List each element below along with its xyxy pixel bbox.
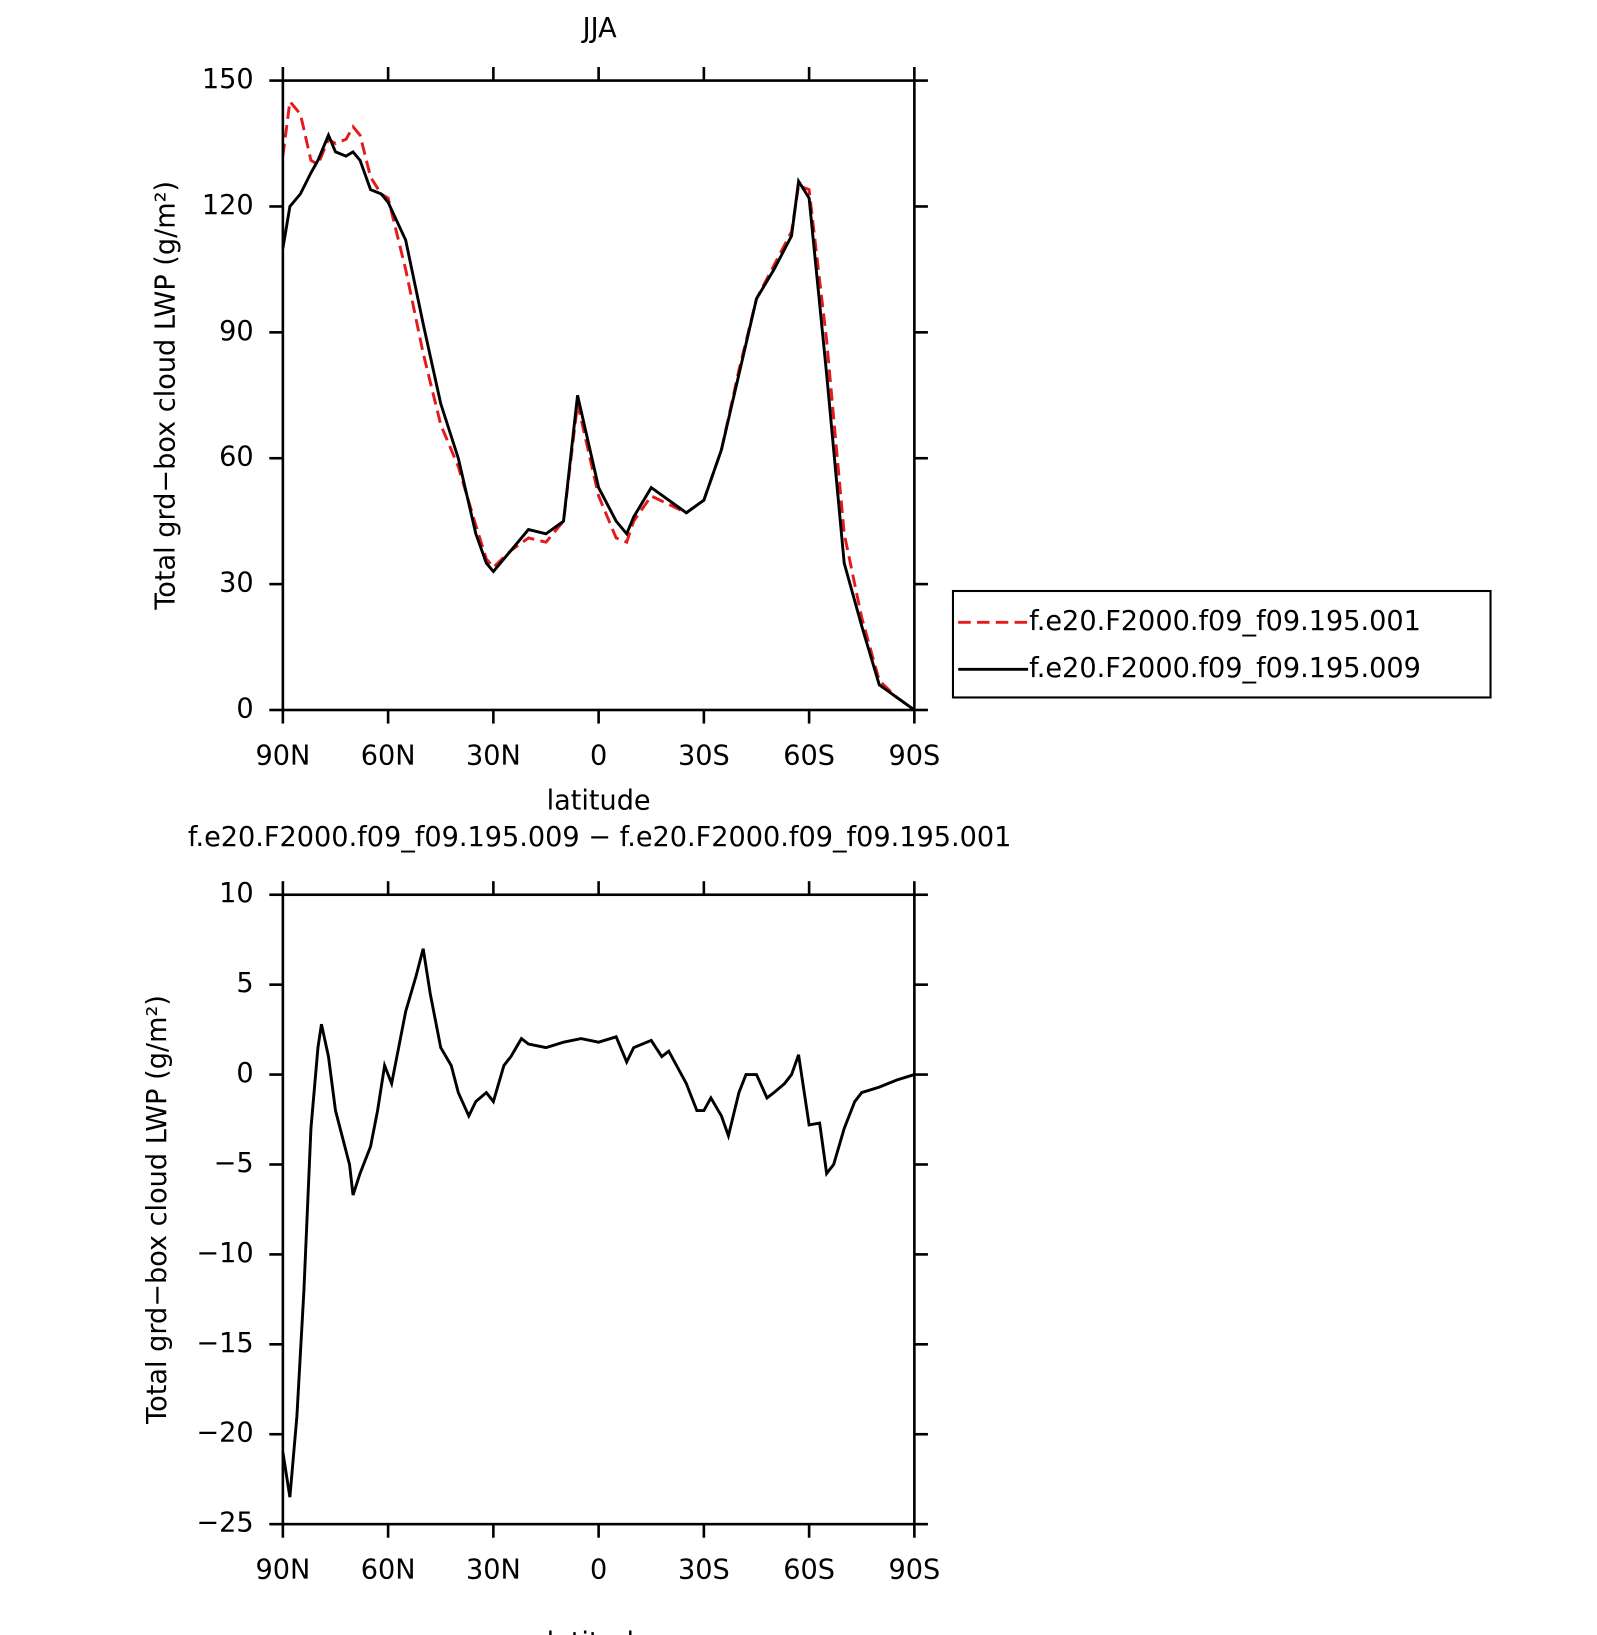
y-tick-label: −10 [196, 1238, 253, 1269]
x-tick-label: 30N [466, 740, 521, 771]
y-tick-label: 0 [236, 693, 253, 724]
y-tick-label: 60 [219, 442, 254, 473]
y-tick-label: 150 [202, 64, 254, 95]
y-tick-label: −20 [196, 1418, 253, 1449]
y-tick-label: 5 [236, 968, 253, 999]
x-axis-label: latitude [547, 785, 651, 816]
x-tick-label: 90S [888, 740, 940, 771]
y-tick-label: −15 [196, 1328, 253, 1359]
x-tick-label: 0 [590, 740, 607, 771]
x-tick-label: 60S [783, 740, 835, 771]
x-tick-label: 90S [888, 1555, 940, 1586]
legend-label: f.e20.F2000.f09_f09.195.009 [1029, 653, 1421, 684]
x-tick-label: 30N [466, 1555, 521, 1586]
x-tick-label: 30S [678, 1555, 730, 1586]
y-tick-label: −5 [214, 1148, 254, 1179]
x-tick-label: 60N [361, 740, 416, 771]
y-tick-label: 120 [202, 190, 254, 221]
y-axis-label: Total grd−box cloud LWP (g/m²) [151, 181, 182, 611]
x-axis-label: latitude [547, 1628, 651, 1635]
plot-frame [281, 79, 916, 712]
x-tick-label: 60N [361, 1555, 416, 1586]
y-tick-label: 90 [219, 316, 254, 347]
x-tick-label: 30S [678, 740, 730, 771]
x-tick-label: 0 [590, 1555, 607, 1586]
legend-label: f.e20.F2000.f09_f09.195.001 [1029, 606, 1421, 637]
x-tick-label: 90N [255, 740, 310, 771]
series-line [281, 948, 915, 1498]
y-tick-label: −25 [196, 1508, 253, 1539]
chart-title: f.e20.F2000.f09_f09.195.009 − f.e20.F200… [188, 822, 1012, 853]
y-tick-label: 0 [236, 1058, 253, 1089]
series-line [281, 131, 916, 712]
chart-title: JJA [581, 13, 618, 44]
legend-box [951, 589, 1492, 699]
y-tick-label: 10 [219, 878, 254, 909]
x-tick-label: 90N [255, 1555, 310, 1586]
plot-frame [281, 893, 916, 1526]
x-tick-label: 60S [783, 1555, 835, 1586]
y-tick-label: 30 [219, 568, 254, 599]
y-axis-label: Total grd−box cloud LWP (g/m²) [142, 995, 173, 1425]
